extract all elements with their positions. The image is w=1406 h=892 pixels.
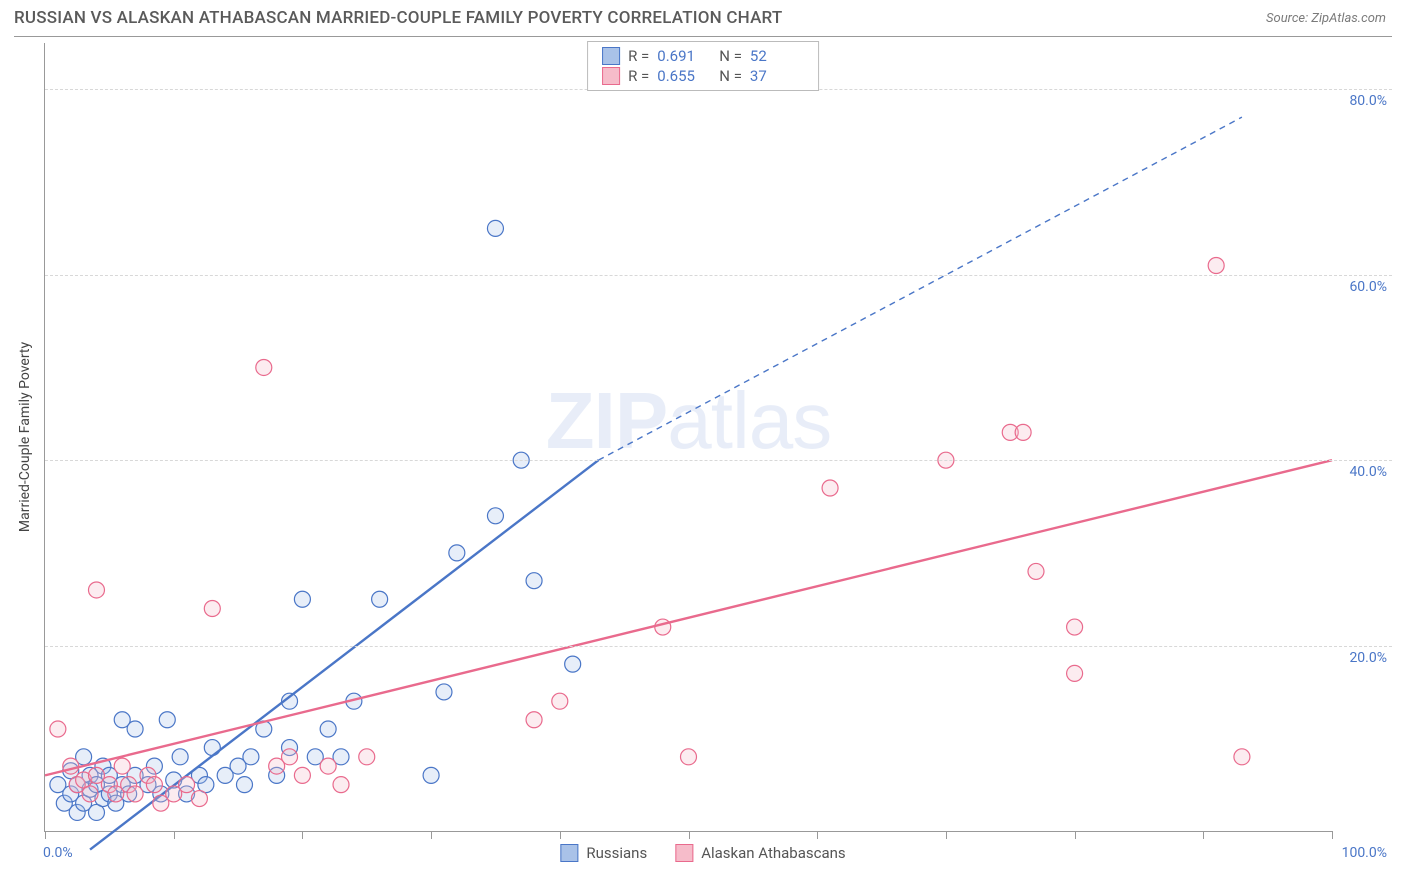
x-tick xyxy=(174,831,175,839)
data-point xyxy=(1015,424,1031,440)
r-label: R = xyxy=(628,67,649,85)
series-label-0: Russians xyxy=(586,844,647,862)
series-legend-item-1: Alaskan Athabascans xyxy=(675,844,845,862)
data-point xyxy=(359,749,375,765)
legend-swatch-icon xyxy=(675,844,693,862)
data-point xyxy=(127,786,143,802)
series-label-1: Alaskan Athabascans xyxy=(701,844,845,862)
data-point xyxy=(1067,619,1083,635)
gridline-h xyxy=(45,460,1392,461)
data-point xyxy=(50,721,66,737)
data-point xyxy=(565,656,581,672)
data-point xyxy=(372,591,388,607)
legend-swatch-icon xyxy=(560,844,578,862)
data-point xyxy=(159,712,175,728)
series-legend: Russians Alaskan Athabascans xyxy=(560,844,845,862)
data-point xyxy=(191,791,207,807)
chart-header: RUSSIAN VS ALASKAN ATHABASCAN MARRIED-CO… xyxy=(0,0,1406,34)
data-point xyxy=(88,582,104,598)
x-tick xyxy=(560,831,561,839)
data-point xyxy=(294,767,310,783)
data-point xyxy=(487,508,503,524)
n-label: N = xyxy=(719,67,742,85)
data-point xyxy=(236,777,252,793)
data-point xyxy=(146,777,162,793)
data-point xyxy=(82,786,98,802)
data-point xyxy=(822,480,838,496)
correlation-legend: R = 0.691 N = 52 R = 0.655 N = 37 xyxy=(587,41,819,91)
chart-container: Married-Couple Family Poverty ZIPatlas 2… xyxy=(14,36,1392,878)
data-point xyxy=(681,749,697,765)
x-tick xyxy=(946,831,947,839)
data-point xyxy=(436,684,452,700)
data-point xyxy=(449,545,465,561)
data-point xyxy=(114,758,130,774)
scatter-plot-svg xyxy=(45,43,1332,831)
data-point xyxy=(320,758,336,774)
y-axis-label: Married-Couple Family Poverty xyxy=(17,342,33,532)
data-point xyxy=(333,777,349,793)
gridline-h xyxy=(45,275,1392,276)
trendline xyxy=(45,460,1332,775)
data-point xyxy=(423,767,439,783)
x-tick xyxy=(689,831,690,839)
plot-area: Married-Couple Family Poverty ZIPatlas 2… xyxy=(44,43,1332,832)
data-point xyxy=(179,777,195,793)
x-tick xyxy=(817,831,818,839)
x-tick xyxy=(302,831,303,839)
data-point xyxy=(172,749,188,765)
chart-title: RUSSIAN VS ALASKAN ATHABASCAN MARRIED-CO… xyxy=(14,8,782,28)
data-point xyxy=(1067,665,1083,681)
data-point xyxy=(526,712,542,728)
x-tick-label: 100.0% xyxy=(1342,845,1387,861)
data-point xyxy=(1028,563,1044,579)
data-point xyxy=(655,619,671,635)
n-value-0: 52 xyxy=(750,47,804,65)
trendline-extrapolated xyxy=(598,117,1242,460)
data-point xyxy=(1234,749,1250,765)
chart-source: Source: ZipAtlas.com xyxy=(1266,11,1386,26)
data-point xyxy=(127,721,143,737)
data-point xyxy=(487,220,503,236)
data-point xyxy=(526,573,542,589)
data-point xyxy=(320,721,336,737)
x-tick-label: 0.0% xyxy=(43,845,73,861)
x-tick xyxy=(1203,831,1204,839)
correlation-legend-row-0: R = 0.691 N = 52 xyxy=(602,46,804,66)
data-point xyxy=(243,749,259,765)
legend-swatch-athabascans xyxy=(602,67,620,85)
n-label: N = xyxy=(719,47,742,65)
n-value-1: 37 xyxy=(750,67,804,85)
data-point xyxy=(204,601,220,617)
y-tick-label: 80.0% xyxy=(1349,93,1387,109)
data-point xyxy=(552,693,568,709)
data-point xyxy=(294,591,310,607)
legend-swatch-russians xyxy=(602,47,620,65)
data-point xyxy=(63,758,79,774)
series-legend-item-0: Russians xyxy=(560,844,647,862)
y-tick-label: 60.0% xyxy=(1349,279,1387,295)
data-point xyxy=(256,359,272,375)
x-tick xyxy=(1075,831,1076,839)
x-tick xyxy=(45,831,46,839)
data-point xyxy=(204,740,220,756)
gridline-h xyxy=(45,646,1392,647)
x-tick xyxy=(1332,831,1333,839)
correlation-legend-row-1: R = 0.655 N = 37 xyxy=(602,66,804,86)
r-value-1: 0.655 xyxy=(657,67,711,85)
x-tick xyxy=(431,831,432,839)
y-tick-label: 40.0% xyxy=(1349,464,1387,480)
data-point xyxy=(282,749,298,765)
data-point xyxy=(1208,257,1224,273)
r-value-0: 0.691 xyxy=(657,47,711,65)
r-label: R = xyxy=(628,47,649,65)
y-tick-label: 20.0% xyxy=(1349,650,1387,666)
